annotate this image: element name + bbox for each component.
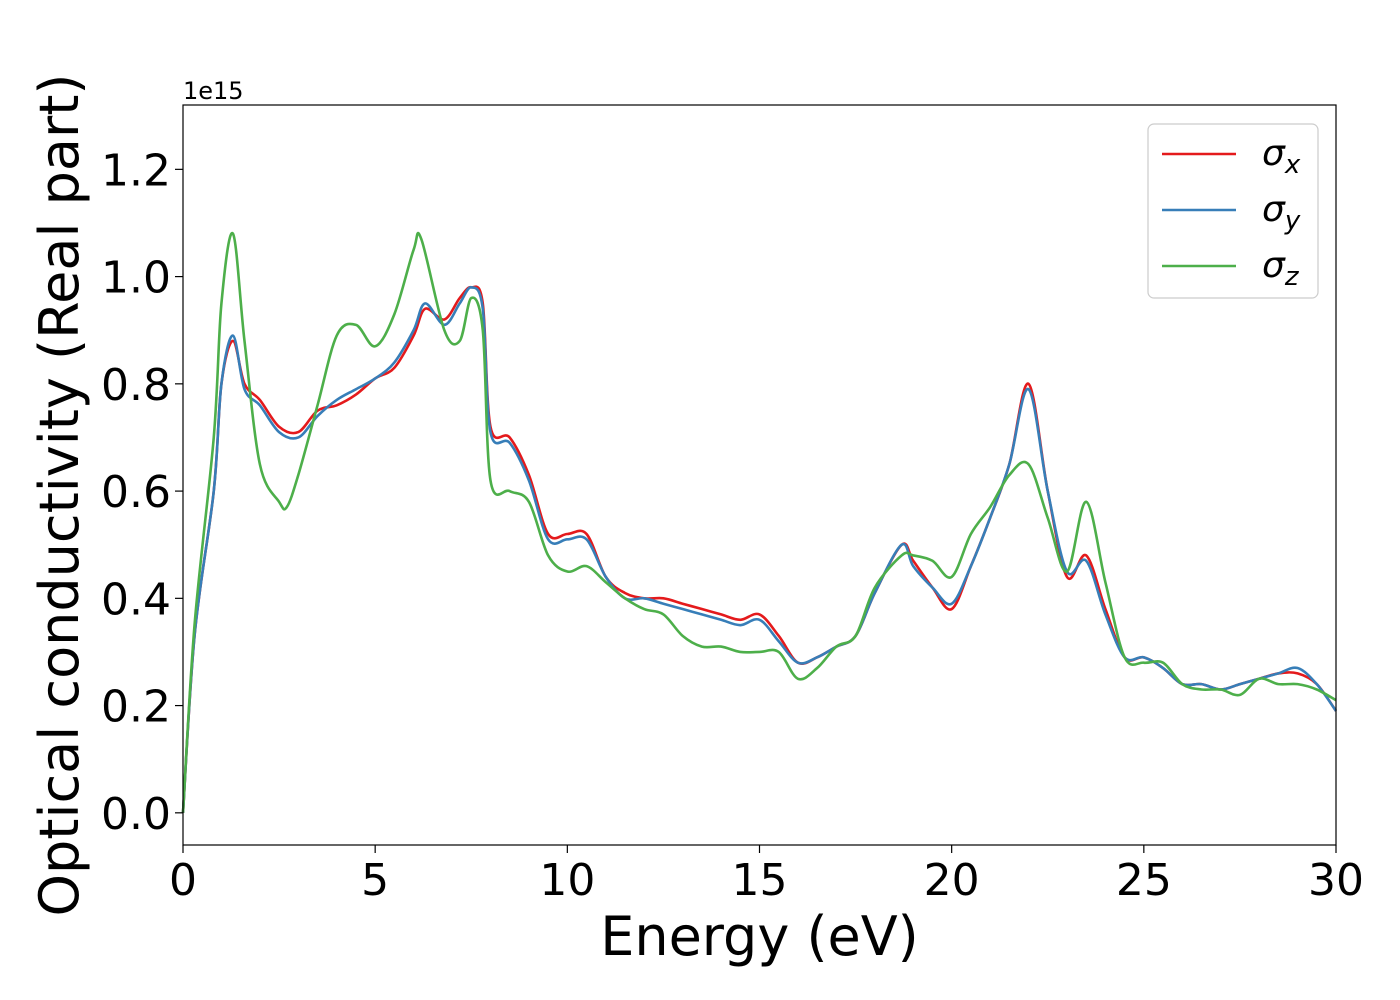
series-line-x xyxy=(181,285,1338,813)
series-line-y xyxy=(181,286,1338,813)
y-axis-offset-label: 1e15 xyxy=(183,77,244,105)
series-line-z xyxy=(181,231,1337,813)
y-axis-label: Optical conductivity (Real part) xyxy=(28,74,91,917)
x-axis-ticks: 0 5 10 15 20 25 30 xyxy=(169,845,1364,906)
legend-label: σx xyxy=(1262,133,1301,180)
y-tick-label: 0.6 xyxy=(101,467,171,518)
legend-label: σz xyxy=(1262,245,1300,292)
x-axis-label: Energy (eV) xyxy=(600,905,919,968)
x-tick-label: 0 xyxy=(169,855,197,906)
y-tick-label: 0.2 xyxy=(101,682,171,733)
y-tick-label: 1.2 xyxy=(101,145,171,196)
x-tick-label: 5 xyxy=(361,855,389,906)
legend: σx σy σz xyxy=(1147,123,1319,299)
y-axis-ticks: 0.0 0.2 0.4 0.6 0.8 1.0 1.2 xyxy=(101,145,183,840)
series-lines xyxy=(181,231,1338,813)
x-tick-label: 20 xyxy=(924,855,980,906)
y-tick-label: 1.0 xyxy=(101,253,171,304)
x-tick-label: 15 xyxy=(732,855,788,906)
x-tick-label: 10 xyxy=(539,855,595,906)
x-tick-label: 30 xyxy=(1308,855,1364,906)
legend-label: σy xyxy=(1262,189,1301,236)
y-tick-label: 0.0 xyxy=(101,789,171,840)
x-tick-label: 25 xyxy=(1116,855,1172,906)
y-tick-label: 0.4 xyxy=(101,574,171,625)
y-tick-label: 0.8 xyxy=(101,360,171,411)
